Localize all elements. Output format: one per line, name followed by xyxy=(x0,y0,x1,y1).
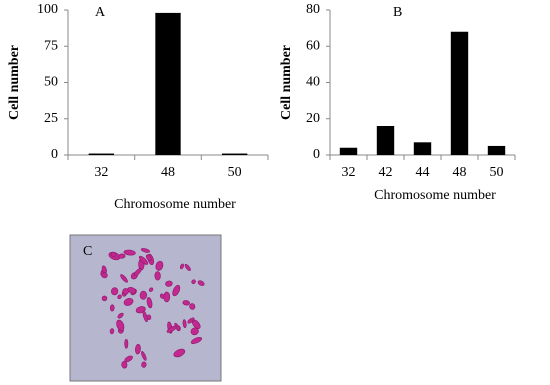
chromosome xyxy=(154,271,161,281)
chromosome xyxy=(116,319,125,331)
y-tick-label: 25 xyxy=(44,111,58,126)
chromosome xyxy=(123,249,136,256)
y-tick-label: 0 xyxy=(313,147,320,162)
chromosome xyxy=(117,294,122,300)
bar xyxy=(450,31,469,155)
chromosome xyxy=(142,310,148,323)
x-tick-label: 44 xyxy=(416,165,430,180)
micrograph: C xyxy=(69,234,222,382)
chromosome xyxy=(117,312,124,319)
chromosome xyxy=(111,287,119,296)
chromosome xyxy=(190,336,203,344)
y-tick-label: 40 xyxy=(306,75,320,90)
chromosome xyxy=(101,272,108,279)
y-tick-label: 20 xyxy=(306,111,320,126)
y-tick-label: 75 xyxy=(44,38,58,53)
x-tick-label: 48 xyxy=(161,165,175,180)
chromosome xyxy=(134,268,142,277)
x-tick-label: 48 xyxy=(453,165,467,180)
chromosome xyxy=(173,348,186,358)
y-tick-label: 0 xyxy=(51,147,58,162)
y-axis-label: Cell number xyxy=(7,45,22,120)
chromosome xyxy=(141,361,147,368)
bar xyxy=(155,12,181,156)
y-tick-label: 60 xyxy=(306,38,320,53)
x-axis-label: Chromosome number xyxy=(114,197,236,212)
chromosome xyxy=(179,263,184,270)
chromosome xyxy=(118,253,126,259)
x-tick-label: 50 xyxy=(490,165,504,180)
x-tick-label: 50 xyxy=(228,165,242,180)
chromosome xyxy=(145,254,152,261)
chromosome xyxy=(124,338,129,349)
bar xyxy=(413,142,432,155)
y-tick-label: 50 xyxy=(44,75,58,90)
bar xyxy=(222,153,248,155)
bar xyxy=(487,145,506,155)
chromosome xyxy=(146,297,153,309)
chromosome xyxy=(120,274,128,283)
chromosome xyxy=(124,355,133,363)
bar xyxy=(88,153,114,155)
y-tick-label: 80 xyxy=(306,2,320,17)
x-tick-label: 42 xyxy=(379,165,393,180)
chromosome xyxy=(109,304,115,312)
chromosome xyxy=(166,325,177,333)
chromosome xyxy=(109,328,115,335)
chromosome xyxy=(184,263,191,271)
panel-label: C xyxy=(83,244,92,259)
panel-label: A xyxy=(95,5,106,20)
chromosome xyxy=(159,293,165,299)
x-tick-label: 32 xyxy=(342,165,356,180)
chromosome xyxy=(165,280,173,287)
chromosome xyxy=(123,297,134,306)
chromosome xyxy=(182,319,187,329)
chromosomes xyxy=(100,248,205,369)
chromosome xyxy=(197,280,205,286)
bar xyxy=(376,126,395,155)
chromosome xyxy=(172,284,181,297)
chromosome xyxy=(121,361,128,369)
panel-label: B xyxy=(393,5,402,20)
chromosome xyxy=(111,251,117,258)
chromosome xyxy=(189,303,196,310)
chromosome xyxy=(138,255,149,265)
y-axis-label: Cell number xyxy=(279,45,294,120)
chromosome xyxy=(191,319,201,329)
chromosome xyxy=(190,327,199,336)
x-tick-label: 32 xyxy=(94,165,108,180)
y-tick-label: 100 xyxy=(37,2,58,17)
chromosome xyxy=(155,260,164,271)
chromosome xyxy=(141,351,147,361)
bar xyxy=(339,147,358,155)
chromosome xyxy=(182,300,190,306)
chromosome xyxy=(127,287,137,294)
chromosome xyxy=(139,290,147,300)
chromosome xyxy=(140,248,151,253)
chromosome xyxy=(101,295,108,302)
chromosome xyxy=(163,291,171,303)
chromosome xyxy=(135,343,141,355)
chromosome xyxy=(148,287,154,292)
chromosome xyxy=(191,279,196,285)
x-axis-label: Chromosome number xyxy=(374,188,496,203)
